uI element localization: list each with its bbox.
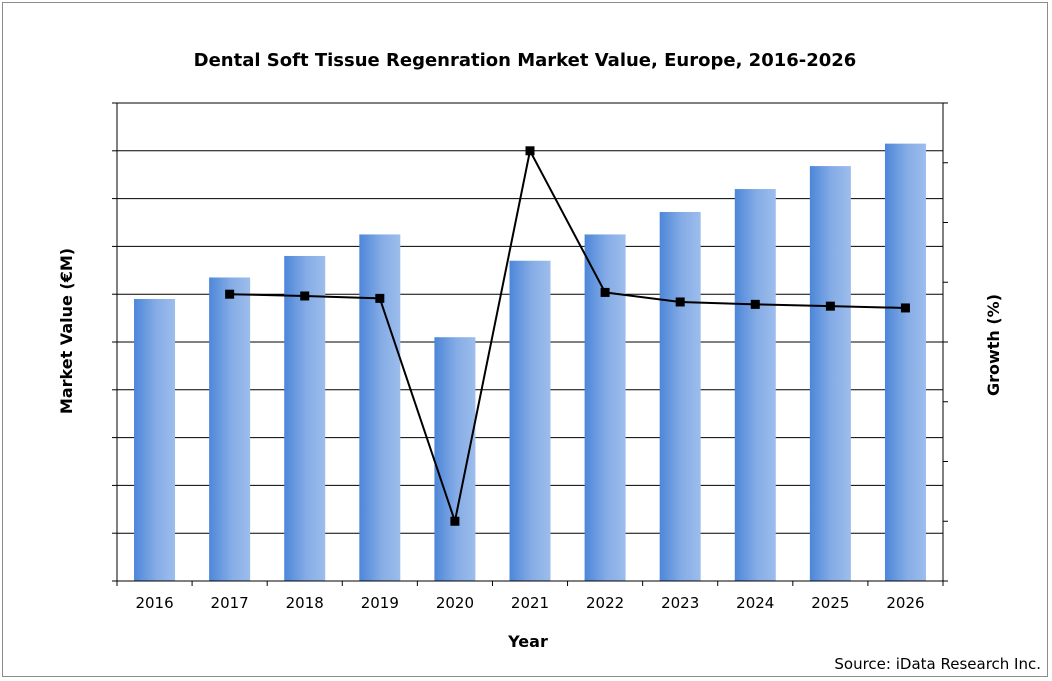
x-tick-label: 2017	[211, 594, 249, 612]
bar	[659, 211, 701, 581]
x-tick-label: 2023	[661, 594, 699, 612]
x-tick-label: 2022	[586, 594, 624, 612]
bar	[509, 260, 551, 581]
bar	[359, 234, 401, 581]
x-tick-label: 2021	[511, 594, 549, 612]
growth-point	[450, 516, 460, 526]
bar	[134, 298, 176, 581]
y-axis-title: Market Value (€M)	[57, 248, 76, 414]
growth-point	[375, 293, 385, 303]
bar	[584, 234, 626, 581]
x-tick-label: 2019	[361, 594, 399, 612]
bar	[284, 255, 326, 581]
growth-line	[229, 147, 906, 526]
x-tick-label: 2018	[286, 594, 324, 612]
x-tick-label: 2024	[736, 594, 774, 612]
x-tick-labels: 2016 2017 2018 2019 2020 2021 2022 2023 2024 2025…	[135, 594, 924, 612]
x-tick-label: 2016	[135, 594, 173, 612]
growth-series	[225, 146, 910, 526]
x-tick-label: 2025	[811, 594, 849, 612]
growth-point	[525, 146, 535, 156]
bar	[884, 143, 926, 581]
bar	[734, 189, 776, 582]
x-tick-label: 2026	[886, 594, 924, 612]
chart-title: Dental Soft Tissue Regenration Market Va…	[194, 50, 857, 71]
axes	[112, 102, 948, 586]
growth-point	[600, 287, 610, 297]
y2-axis-title: Growth (%)	[984, 294, 1003, 396]
source-note: Source: iData Research Inc.	[834, 655, 1041, 673]
bar	[434, 337, 476, 581]
growth-point	[825, 301, 835, 311]
growth-point	[900, 303, 910, 313]
bar	[809, 166, 851, 581]
growth-point	[225, 289, 235, 299]
growth-point	[750, 299, 760, 309]
bar	[209, 277, 251, 581]
bar-series	[134, 143, 926, 582]
growth-point	[300, 291, 310, 301]
growth-point	[675, 297, 685, 307]
x-tick-label: 2020	[436, 594, 474, 612]
x-axis-title: Year	[507, 632, 548, 651]
